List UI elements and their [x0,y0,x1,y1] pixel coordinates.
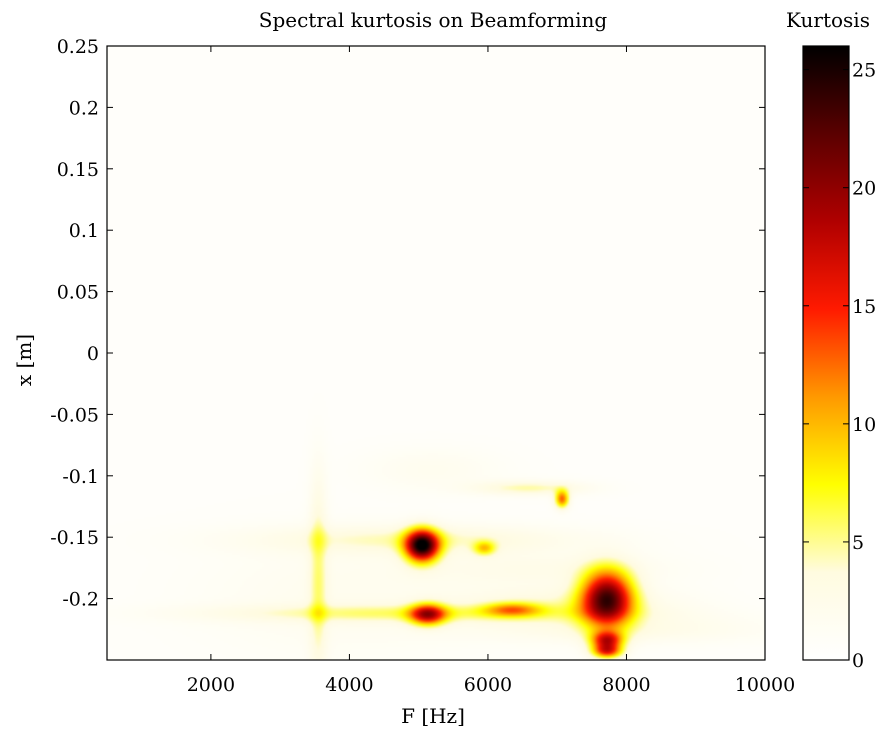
chart-title: Spectral kurtosis on Beamforming [259,8,608,32]
x-tick-label: 4000 [325,674,373,696]
heatmap-image [107,46,765,660]
y-tick-label: 0.25 [57,36,99,58]
y-tick-label: -0.1 [62,466,99,488]
y-tick-label: 0 [87,343,99,365]
colorbar-tick-label: 15 [852,296,876,318]
colorbar-tick-label: 0 [852,650,864,672]
x-axis-label: F [Hz] [401,704,465,728]
colorbar-tick-label: 10 [852,414,876,436]
colorbar [802,45,850,661]
y-tick-label: 0.1 [69,220,99,242]
x-tick-label: 8000 [602,674,650,696]
y-tick-label: -0.05 [50,404,99,426]
colorbar-tick-label: 5 [852,532,864,554]
y-tick-label: 0.15 [57,159,99,181]
y-axis-label: x [m] [12,334,36,386]
colorbar-tick-label: 25 [852,60,876,82]
y-tick-label: -0.2 [62,589,99,611]
y-tick-label: -0.15 [50,527,99,549]
x-tick-label: 10000 [735,674,795,696]
x-tick-label: 2000 [187,674,235,696]
colorbar-axis: 0 5 10 15 20 25 [803,60,876,672]
y-axis: 0.25 0.2 0.15 0.1 0.05 0 -0.05 -0.1 -0.15 -0.2 [50,36,765,611]
y-tick-label: 0.05 [57,282,99,304]
colorbar-label: Kurtosis [786,8,870,32]
y-tick-label: 0.2 [69,97,99,119]
x-axis: 2000 4000 6000 8000 10000 [187,46,795,696]
colorbar-tick-label: 20 [852,178,876,200]
x-tick-label: 6000 [464,674,512,696]
